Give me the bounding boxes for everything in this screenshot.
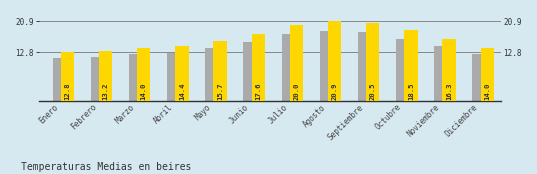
Bar — [251, 34, 265, 101]
Bar — [434, 46, 447, 101]
Text: 20.0: 20.0 — [293, 82, 300, 100]
Text: 18.5: 18.5 — [408, 82, 414, 100]
Bar — [328, 21, 341, 101]
Text: 14.0: 14.0 — [141, 82, 147, 100]
Bar — [396, 39, 409, 101]
Bar — [91, 57, 104, 101]
Text: 20.9: 20.9 — [331, 82, 338, 100]
Bar — [99, 51, 112, 101]
Bar — [404, 30, 418, 101]
Bar — [473, 54, 485, 101]
Text: 20.5: 20.5 — [369, 82, 376, 100]
Text: 17.6: 17.6 — [255, 82, 262, 100]
Bar — [290, 25, 303, 101]
Bar — [205, 48, 219, 101]
Bar — [481, 48, 494, 101]
Text: 14.0: 14.0 — [484, 82, 490, 100]
Bar — [442, 39, 456, 101]
Text: Temperaturas Medias en beires: Temperaturas Medias en beires — [21, 162, 192, 172]
Text: 14.4: 14.4 — [179, 82, 185, 100]
Bar — [358, 32, 371, 101]
Bar — [213, 41, 227, 101]
Text: 13.2: 13.2 — [103, 82, 108, 100]
Bar — [320, 31, 333, 101]
Bar — [366, 23, 380, 101]
Bar — [61, 52, 74, 101]
Text: 16.3: 16.3 — [446, 82, 452, 100]
Bar — [167, 53, 180, 101]
Bar — [243, 42, 257, 101]
Bar — [53, 58, 66, 101]
Bar — [281, 34, 295, 101]
Bar — [137, 48, 150, 101]
Text: 15.7: 15.7 — [217, 82, 223, 100]
Bar — [175, 46, 188, 101]
Text: 12.8: 12.8 — [64, 82, 70, 100]
Bar — [129, 54, 142, 101]
